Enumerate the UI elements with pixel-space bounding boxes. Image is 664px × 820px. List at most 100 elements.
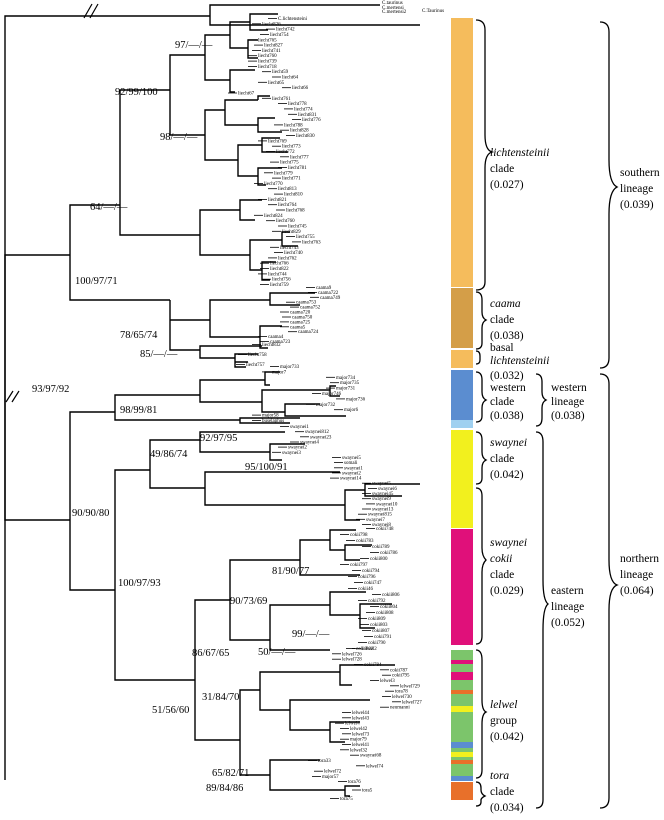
strip-lelwel-orange-2 [451,760,473,764]
tip-label: liecht760 [258,54,277,59]
tip-label: lelwel2 [362,647,377,652]
tip-label: liecht65 [268,81,285,86]
tip-label: swaynei4 [300,441,319,446]
strip-caama [451,288,473,348]
node-support: 85/—/— [140,349,178,360]
lineage-name: southern [620,167,660,179]
tip-label: major733 [280,365,300,370]
tip-label: neumanni [390,706,410,711]
tip-label: liecht718 [258,65,277,70]
tip-label: major736 [346,397,366,402]
lineage-name: eastern [551,585,584,597]
tip-label: liecht744 [268,272,287,277]
tip-label: lelwel730 [392,695,412,700]
tip-label: swaynei13 [372,508,394,513]
tip-label: cokii747 [364,581,382,586]
tip-label: swaynei9 [372,497,391,502]
tip-label: cokii792 [368,599,386,604]
lineage-word: lineage [551,396,584,408]
clade-word: clade [490,786,514,798]
node-support: 65/82/71 [212,768,249,779]
tip-label: major734 [336,376,356,381]
clade-name: lichtensteinii [490,355,549,367]
strip-swaynei [451,430,473,528]
tip-label: liecht822 [270,267,289,272]
node-support: 97/—/— [175,40,213,51]
tip-label: liecht759 [270,283,289,288]
tip-label: cokii808 [376,611,394,616]
tip-label: liecht813 [278,187,297,192]
node-support: 31/84/70 [202,692,239,703]
strip-cokii [451,529,473,645]
tip-label: cokii783 [356,539,374,544]
clade-word: group [490,715,517,727]
tip-label: liecht59 [272,70,289,75]
tip-label: cokii748 [376,527,394,532]
tip-label: liecht768 [286,209,305,214]
tip-label: cokii803 [370,623,388,628]
clade-value: (0.038) [490,330,524,342]
tip-label: swaynei812 [305,430,329,435]
tip-label: C.Taurinus [422,9,444,14]
strip-western [451,370,473,420]
tip-label: lelwel44 [352,711,370,716]
tip-label: liecht739 [258,60,277,65]
tip-label: caama720 [290,311,311,316]
lineage-value: (0.052) [551,617,585,629]
node-support: 64/—/— [90,202,128,213]
node-support: 100/97/71 [75,276,118,287]
tip-label: caama723 [270,340,291,345]
tip-label: liecht758 [248,353,267,358]
tip-label: swaynei68 [360,754,382,759]
tip-label: tora75 [340,797,353,802]
tip-label: liecht766 [270,262,289,267]
tip-label: liecht765 [258,38,277,43]
tip-label: cokii802 [356,647,374,652]
tip-label: swaynei8 [372,523,391,528]
tip-label: major6 [344,408,359,413]
clade-value: (0.042) [490,731,524,743]
tip-label: liecht770 [264,182,283,187]
tip-labels: C.lichtensteiniliecht826liecht742liecht7… [228,17,422,802]
tip-label: tora78 [395,690,408,695]
tip-label: liecht769 [268,139,287,144]
tip-label: swaynei7 [366,518,385,523]
strip-light-blue [451,420,473,428]
tip-label: major58 [262,414,279,419]
tip-label: caama753 [296,301,317,306]
tip-label: liecht761 [272,97,291,102]
node-support-values: 97/—/— 92/99/100 98/—/— 64/—/— 100/97/71… [32,40,330,794]
lineage-name: western [551,382,587,394]
clade-name: lelwel [490,699,517,711]
tip-label: liecht829 [282,230,301,235]
node-support: 78/65/74 [120,330,158,341]
lineage-labels: southern lineage (0.039) western lineage… [551,167,660,629]
tip-label: swaynei815 [368,513,392,518]
clade-word: clade [490,569,514,581]
clade-word: clade [490,314,514,326]
tip-label: lelwel41 [352,743,370,748]
tip-label: liecht824 [264,214,283,219]
clade-word: clade [490,163,514,175]
tip-label: swaynei5 [342,456,361,461]
strip-basal-lichtensteinii [451,350,473,368]
tip-label: liecht773 [282,145,301,150]
tip-label: cokii796 [358,575,376,580]
node-support: 50/—/— [258,647,296,658]
tip-label: cokii798 [350,533,368,538]
clade-value: (0.038) [490,410,524,422]
tip-label: cokii800 [370,557,388,562]
tip-label: liecht743 [280,246,299,251]
node-support: 100/97/93 [118,578,161,589]
tip-label: liecht771 [282,177,301,182]
tip-label: cokii787 [390,668,408,673]
tip-label: liecht763 [302,240,321,245]
tip-label: liecht756 [272,278,291,283]
tip-label: liecht778 [288,102,307,107]
node-support: 81/90/77 [272,566,309,577]
tip-label: major735 [340,381,360,386]
node-support: 93/97/92 [32,384,69,395]
lineage-value: (0.038) [551,410,585,422]
lineage-word: lineage [620,183,653,195]
clade-value: (0.034) [490,802,524,814]
